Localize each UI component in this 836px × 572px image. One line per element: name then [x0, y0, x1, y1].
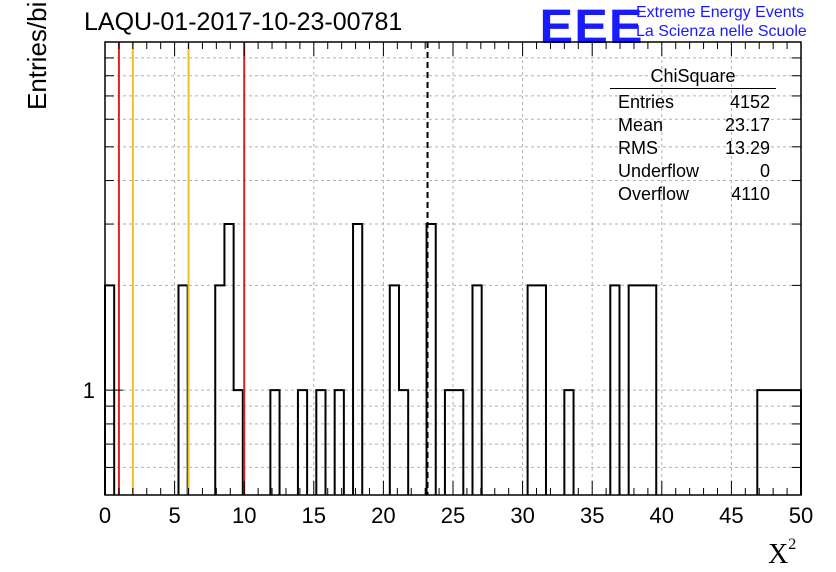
stats-label: Underflow [618, 161, 700, 181]
logo-line-1: Extreme Energy Events [636, 4, 805, 21]
stats-label: Overflow [618, 184, 690, 204]
stats-box: ChiSquare Entries 4152 Mean 23.17 RMS 13… [610, 66, 776, 206]
x-tick-label: 45 [719, 503, 743, 528]
stats-label: Entries [618, 92, 675, 112]
stats-value: 0 [759, 161, 770, 181]
run-title: LAQU-01-2017-10-23-00781 [84, 8, 403, 36]
stats-title: ChiSquare [610, 66, 776, 89]
x-tick-label: 15 [302, 503, 326, 528]
x-tick-label: 20 [371, 503, 395, 528]
stats-row-underflow: Underflow 0 [610, 160, 776, 183]
x-axis-label: X2 [768, 536, 797, 570]
x-tick-label: 10 [232, 503, 256, 528]
x-tick-label: 35 [580, 503, 604, 528]
eee-logo: EEE [539, 1, 644, 54]
histogram-bin [224, 224, 233, 495]
stats-row-entries: Entries 4152 [610, 91, 776, 114]
y-tick-label: 1 [83, 378, 95, 403]
stats-label: Mean [618, 115, 664, 135]
stats-label: RMS [618, 138, 658, 158]
x-tick-label: 30 [510, 503, 534, 528]
stats-row-overflow: Overflow 4110 [610, 183, 776, 206]
x-tick-label: 25 [441, 503, 465, 528]
stats-value: 4152 [729, 92, 770, 112]
stats-value: 4110 [731, 184, 770, 204]
stats-row-mean: Mean 23.17 [610, 114, 776, 137]
stats-value: 23.17 [724, 115, 770, 135]
histogram-bin [353, 224, 362, 495]
x-tick-label: 50 [789, 503, 813, 528]
x-tick-label: 0 [99, 503, 111, 528]
stats-value: 13.29 [724, 138, 770, 158]
logo-line-2: La Scienza nelle Scuole [636, 23, 807, 40]
stats-row-rms: RMS 13.29 [610, 137, 776, 160]
x-tick-label: 5 [168, 503, 180, 528]
y-axis-label: Entries/bin [22, 0, 52, 110]
x-tick-label: 40 [650, 503, 674, 528]
